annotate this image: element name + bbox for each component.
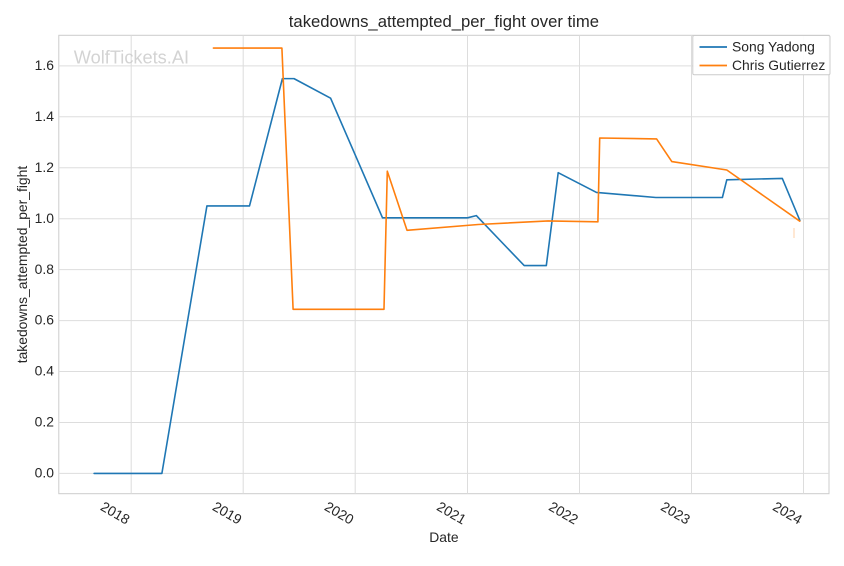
svg-text:0.4: 0.4 <box>35 363 55 379</box>
svg-text:1.6: 1.6 <box>35 57 55 73</box>
svg-text:1.2: 1.2 <box>35 159 55 175</box>
svg-text:0.6: 0.6 <box>35 312 55 328</box>
svg-text:takedowns_attempted_per_fight: takedowns_attempted_per_fight over time <box>289 12 599 31</box>
svg-text:1.4: 1.4 <box>35 108 55 124</box>
svg-text:Song Yadong: Song Yadong <box>732 39 815 55</box>
svg-text:Date: Date <box>429 529 459 545</box>
svg-text:1.0: 1.0 <box>35 210 55 226</box>
svg-text:WolfTickets.AI: WolfTickets.AI <box>74 48 189 68</box>
svg-text:0.2: 0.2 <box>35 414 55 430</box>
svg-text:Chris Gutierrez: Chris Gutierrez <box>732 57 825 73</box>
svg-text:0.0: 0.0 <box>35 465 55 481</box>
svg-text:takedowns_attempted_per_fight: takedowns_attempted_per_fight <box>14 166 30 364</box>
svg-text:0.8: 0.8 <box>35 261 55 277</box>
